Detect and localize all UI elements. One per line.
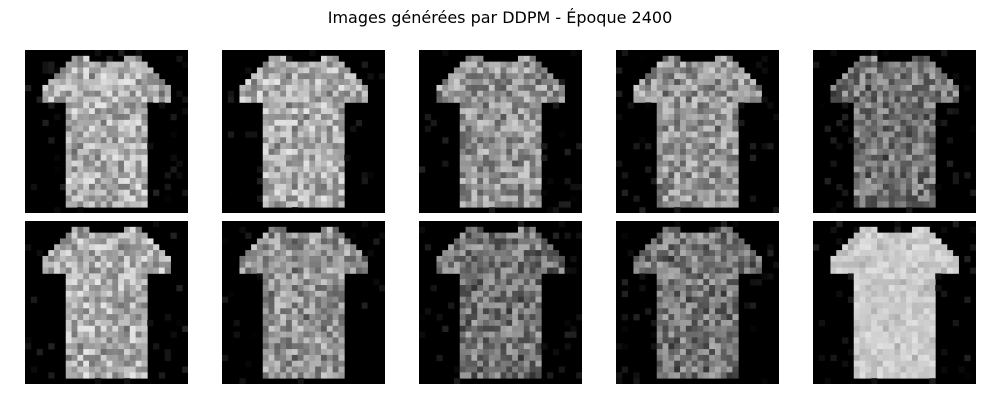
generated-image-r2c4 (616, 221, 779, 384)
generated-image-pixels (616, 221, 779, 384)
generated-image-pixels (222, 221, 385, 384)
generated-image-r2c1 (25, 221, 188, 384)
generated-image-pixels (813, 221, 976, 384)
generated-image-r1c1 (25, 50, 188, 213)
generated-image-r1c4 (616, 50, 779, 213)
generated-image-pixels (25, 221, 188, 384)
generated-image-r2c5 (813, 221, 976, 384)
generated-image-pixels (419, 221, 582, 384)
generated-image-r1c5 (813, 50, 976, 213)
generated-image-r2c3 (419, 221, 582, 384)
generated-image-pixels (419, 50, 582, 213)
generated-image-r1c3 (419, 50, 582, 213)
figure-title: Images générées par DDPM - Époque 2400 (327, 8, 673, 27)
generated-image-pixels (616, 50, 779, 213)
generated-image-pixels (813, 50, 976, 213)
generated-image-r2c2 (222, 221, 385, 384)
generated-image-r1c2 (222, 50, 385, 213)
generated-image-pixels (222, 50, 385, 213)
generated-image-pixels (25, 50, 188, 213)
